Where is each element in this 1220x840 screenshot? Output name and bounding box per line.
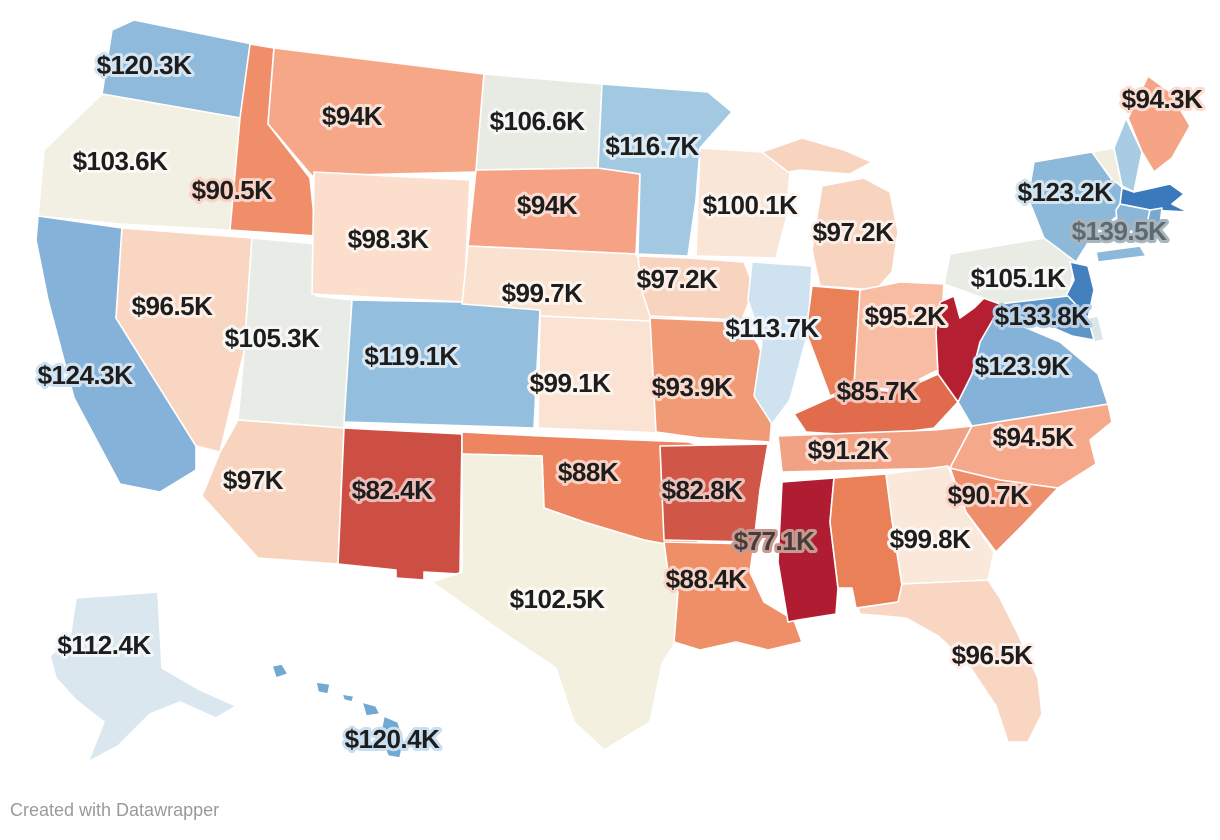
state-AK[interactable] [49, 591, 237, 763]
state-value-label-WA: $120.3K [97, 50, 193, 80]
state-MI[interactable] [761, 137, 873, 175]
state-value-label-NE: $99.7K [502, 278, 584, 308]
state-MN[interactable] [597, 83, 733, 257]
state-MT[interactable] [267, 47, 485, 177]
state-value-label-WY: $98.3K [348, 224, 430, 254]
state-HI[interactable] [341, 693, 355, 703]
state-value-label-OR: $103.6K [73, 146, 169, 176]
state-value-label-AZ: $97K [223, 465, 284, 495]
state-value-label-AR: $82.8K [662, 475, 744, 505]
state-value-label-MI: $97.2K [813, 217, 895, 247]
state-value-label-WI: $100.1K [703, 190, 799, 220]
state-NH[interactable] [1113, 117, 1143, 193]
state-IL[interactable] [747, 261, 813, 425]
state-value-label-TN: $91.2K [808, 435, 890, 465]
state-SD[interactable] [467, 167, 641, 255]
state-MD[interactable] [999, 295, 1095, 341]
state-value-label-MO: $93.9K [652, 372, 734, 402]
datawrapper-credit-link[interactable]: Created with Datawrapper [10, 800, 220, 820]
state-value-label-IL: $113.7K [725, 313, 819, 343]
state-RI[interactable] [1145, 207, 1163, 229]
state-LA[interactable] [663, 541, 803, 651]
state-value-label-OH: $95.2K [865, 301, 947, 331]
state-value-label-UT: $105.3K [225, 323, 321, 353]
states-layer [35, 19, 1191, 763]
state-value-label-NM: $82.4K [352, 475, 434, 505]
state-TX[interactable] [431, 453, 699, 751]
state-value-label-IA: $97.2K [637, 264, 719, 294]
state-value-label-SC: $90.7K [948, 480, 1030, 510]
state-value-label-MN: $116.7K [605, 131, 699, 161]
state-CT[interactable] [1115, 203, 1151, 235]
state-value-label-MA: $139.5K [1072, 216, 1168, 246]
state-AR[interactable] [659, 443, 769, 543]
state-value-labels: $120.3K $103.6K $124.3K $90.5K $96.5K $105.3K… [35, 47, 1207, 757]
state-HI[interactable] [379, 715, 405, 759]
state-value-label-FL: $96.5K [952, 640, 1034, 670]
state-value-label-ND: $106.6K [490, 106, 586, 136]
state-FL[interactable] [857, 579, 1043, 743]
state-value-label-CA: $124.3K [38, 360, 134, 390]
state-value-label-MS: $77.1K [734, 526, 816, 556]
state-value-label-NC: $94.5K [993, 422, 1075, 452]
state-value-label-HI: $120.4K [345, 724, 441, 754]
state-value-label-LA: $88.4K [666, 564, 748, 594]
state-HI[interactable] [271, 663, 289, 679]
state-NY[interactable] [1095, 245, 1147, 263]
state-value-label-TX: $102.5K [510, 584, 606, 614]
state-IN[interactable] [805, 285, 861, 397]
state-ME[interactable] [1127, 75, 1191, 173]
state-value-label-MT: $94K [322, 101, 383, 131]
state-OH[interactable] [853, 281, 945, 391]
state-value-label-CO: $119.1K [364, 341, 458, 371]
state-value-label-OK: $88K [558, 457, 619, 487]
state-value-label-ID: $90.5K [192, 175, 274, 205]
state-value-label-SD: $94K [517, 190, 578, 220]
state-HI[interactable] [361, 701, 381, 717]
state-value-label-KY: $85.7K [837, 376, 919, 406]
state-IA[interactable] [637, 255, 755, 321]
state-GA[interactable] [885, 465, 995, 585]
state-WV[interactable] [935, 293, 1003, 403]
state-value-label-AK: $112.4K [57, 630, 151, 660]
state-value-label-ME: $94.3K [1122, 84, 1204, 114]
state-value-label-PA: $105.1K [971, 263, 1067, 293]
state-value-label-NJ: $133.8K [995, 301, 1091, 331]
state-NC[interactable] [949, 403, 1113, 489]
state-value-label-VA: $123.9K [975, 351, 1071, 381]
state-MI[interactable] [811, 177, 899, 291]
state-value-label-GA: $99.8K [890, 524, 972, 554]
state-value-label-NV: $96.5K [132, 291, 214, 321]
state-HI[interactable] [315, 681, 331, 695]
us-choropleth-map: $120.3K $103.6K $124.3K $90.5K $96.5K $105.3K… [35, 19, 1207, 763]
state-value-label-NY: $123.2K [1018, 177, 1114, 207]
state-value-label-KS: $99.1K [530, 368, 612, 398]
